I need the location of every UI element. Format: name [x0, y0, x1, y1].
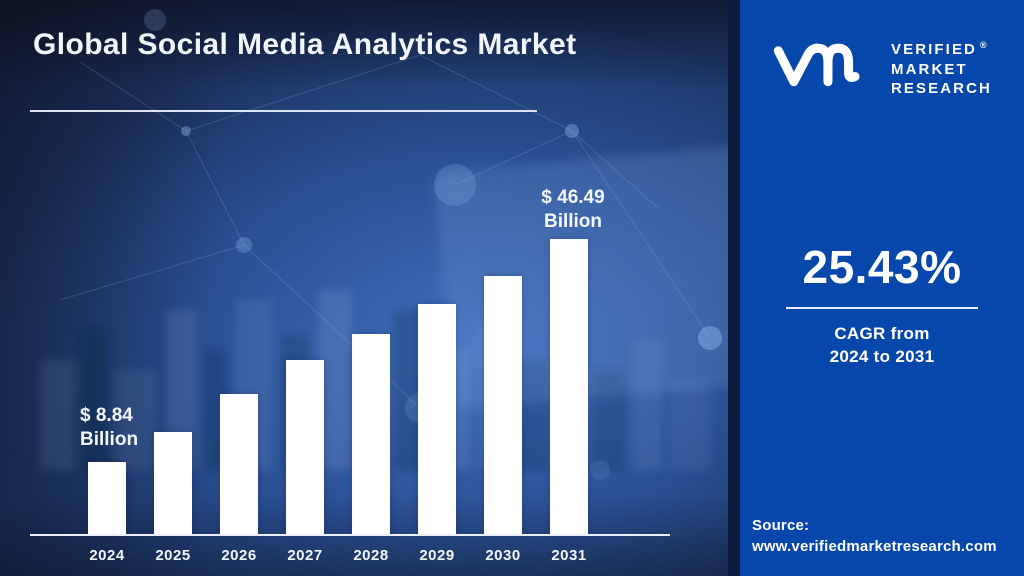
x-tick-label-2025: 2025	[155, 547, 191, 564]
bar-column-2027: 2027	[286, 239, 324, 564]
bar-column-2026: 2026	[220, 239, 258, 564]
value-label-2024-line1: $ 8.84	[80, 405, 133, 426]
source-block: Source: www.verifiedmarketresearch.com	[752, 515, 997, 557]
brand-logo: VERIFIED ® MARKET RESEARCH	[756, 34, 992, 99]
bars-group: 2024 2025 2026 2027 2028 2029 2030 2031	[88, 239, 588, 564]
x-axis-line	[30, 534, 670, 536]
bar-rect-2026	[220, 394, 258, 535]
value-label-2024-line2: Billion	[80, 429, 139, 450]
registered-trademark: ®	[979, 40, 987, 50]
bar-rect-2029	[418, 304, 456, 535]
bar-column-2029: 2029	[418, 239, 456, 564]
bar-rect-2025	[154, 432, 192, 535]
brand-name: VERIFIED ® MARKET RESEARCH	[891, 34, 992, 99]
bar-rect-2030	[484, 276, 522, 535]
bar-column-2024: 2024	[88, 239, 126, 564]
brand-name-line2: MARKET	[891, 60, 968, 78]
x-tick-label-2030: 2030	[485, 547, 521, 564]
x-tick-label-2027: 2027	[287, 547, 323, 564]
x-tick-label-2029: 2029	[419, 547, 455, 564]
bar-rect-2024	[88, 462, 126, 535]
cagr-label: CAGR from 2024 to 2031	[740, 322, 1024, 368]
cagr-label-line2: 2024 to 2031	[829, 347, 935, 366]
bar-rect-2028	[352, 334, 390, 535]
bar-column-2030: 2030	[484, 239, 522, 564]
title-underline	[30, 110, 537, 112]
cagr-label-line1: CAGR from	[834, 324, 930, 343]
brand-name-line3: RESEARCH	[891, 80, 992, 97]
bar-column-2031: 2031	[550, 239, 588, 564]
x-tick-label-2031: 2031	[551, 547, 587, 564]
brand-name-line1: VERIFIED	[891, 41, 977, 58]
source-url: www.verifiedmarketresearch.com	[752, 538, 997, 555]
value-label-2031-line2: Billion	[543, 211, 603, 232]
cagr-block: 25.43% CAGR from 2024 to 2031	[740, 240, 1024, 368]
x-tick-label-2028: 2028	[353, 547, 389, 564]
brand-panel: VERIFIED ® MARKET RESEARCH 25.43% CAGR fr…	[728, 0, 1024, 576]
bar-column-2028: 2028	[352, 239, 390, 564]
cagr-value: 25.43%	[802, 241, 962, 293]
value-label-2024: $ 8.84 Billion	[80, 404, 138, 452]
x-tick-label-2026: 2026	[221, 547, 257, 564]
page-title: Global Social Media Analytics Market	[33, 28, 577, 61]
x-tick-label-2024: 2024	[89, 547, 125, 564]
value-label-2031-line1: $ 46.49	[541, 187, 605, 208]
bar-column-2025: 2025	[154, 239, 192, 564]
bar-rect-2027	[286, 360, 324, 535]
source-label: Source:	[752, 517, 810, 534]
bar-rect-2031	[550, 239, 588, 535]
value-label-2031: $ 46.49 Billion	[508, 186, 638, 234]
vmr-logo-icon	[773, 43, 860, 87]
cagr-divider	[786, 307, 978, 309]
